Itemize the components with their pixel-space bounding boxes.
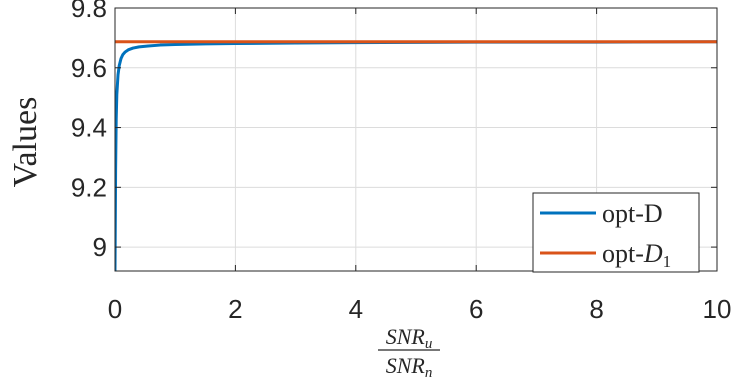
y-tick-label: 9	[93, 232, 107, 262]
svg-text:SNRn: SNRn	[386, 353, 433, 381]
y-tick-label: 9.6	[71, 53, 107, 83]
y-tick-label: 9.8	[71, 0, 107, 23]
legend-entry-opt-d: opt-D	[602, 199, 663, 228]
x-tick-label: 2	[228, 294, 242, 324]
x-tick-label: 0	[108, 294, 122, 324]
x-label-numerator: SNR	[386, 324, 426, 349]
x-tick-label: 4	[349, 294, 363, 324]
y-axis-ticks: 9 9.2 9.4 9.6 9.8	[71, 0, 717, 262]
axes-box	[114, 7, 718, 272]
y-tick-label: 9.2	[71, 172, 107, 202]
plot-series	[115, 40, 717, 271]
legend: opt-D opt-D1	[532, 192, 700, 273]
y-tick-label: 9.4	[71, 113, 107, 143]
x-tick-label: 10	[703, 294, 732, 324]
legend-entry-opt-d1-sub: 1	[663, 252, 672, 271]
legend-entry-opt-d1: opt-D1	[602, 239, 671, 271]
svg-text:SNRu: SNRu	[386, 324, 433, 352]
x-axis-label: SNRu SNRn	[378, 324, 440, 381]
x-label-denominator: SNR	[386, 353, 426, 378]
x-label-numerator-sub: u	[425, 336, 433, 352]
y-axis-label: Values	[7, 97, 44, 188]
x-tick-label: 8	[589, 294, 603, 324]
x-axis-ticks: 0 2 4 6 8 10	[108, 8, 732, 324]
legend-box	[532, 192, 700, 273]
x-label-denominator-sub: n	[425, 365, 433, 381]
x-tick-label: 6	[469, 294, 483, 324]
